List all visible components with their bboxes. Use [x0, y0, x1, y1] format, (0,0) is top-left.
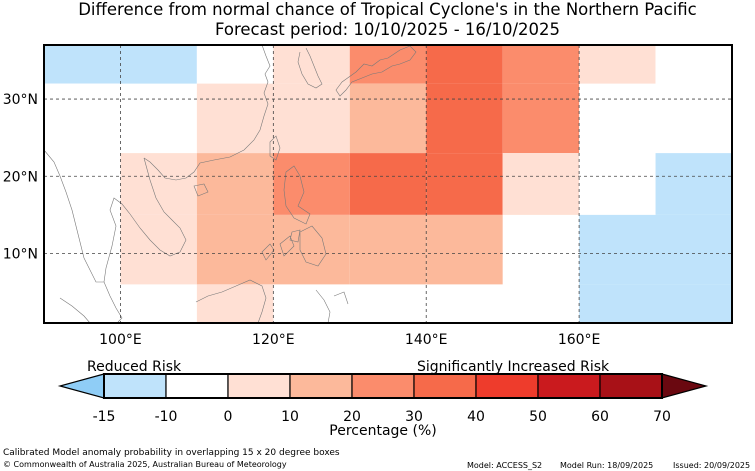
- footer-model: Model: ACCESS_S2: [467, 461, 543, 470]
- colorbar-segment: [599, 373, 663, 399]
- lat-tick-label: 20°N: [3, 169, 38, 185]
- coast-sulawesi: [315, 289, 349, 323]
- lon-tick-label: 100°E: [99, 332, 142, 348]
- anomaly-cell: [426, 214, 503, 285]
- colorbar-segment: [537, 373, 601, 399]
- anomaly-cell: [655, 83, 732, 154]
- colorbar-tick-label: 10: [281, 409, 299, 425]
- anomaly-cell: [273, 214, 350, 285]
- reduced-risk-label: Reduced Risk: [87, 359, 182, 375]
- coast-palawan: [261, 243, 275, 261]
- lat-tick-label: 30°N: [3, 92, 38, 108]
- anomaly-cell: [44, 83, 121, 154]
- lon-tick-label: 120°E: [252, 332, 295, 348]
- anomaly-cell: [273, 83, 350, 154]
- coast-mindanao: [299, 225, 327, 267]
- anomaly-cell: [579, 284, 732, 323]
- anomaly-cell: [120, 214, 197, 285]
- colorbar: -15 -10 0 10 20 30 40 50 60 70: [57, 373, 709, 425]
- anomaly-cell: [196, 45, 274, 84]
- coast-visayas: [279, 229, 301, 257]
- anomaly-cell: [349, 45, 427, 84]
- lon-tick-label: 160°E: [558, 332, 601, 348]
- anomaly-cell: [120, 153, 197, 215]
- increased-risk-label: Significantly Increased Risk: [417, 359, 610, 375]
- colorbar-segment: [351, 373, 415, 399]
- colorbar-segment: [165, 373, 229, 399]
- gridlines: [44, 45, 732, 323]
- anomaly-cell: [502, 45, 580, 84]
- footer-description: Calibrated Model anomaly probability in …: [3, 448, 340, 458]
- anomaly-cell: [502, 83, 580, 154]
- anomaly-cell: [426, 153, 503, 215]
- anomaly-cell: [349, 153, 427, 215]
- coast-borneo: [195, 279, 267, 323]
- colorbar-segment: [413, 373, 477, 399]
- map-frame: [43, 44, 733, 324]
- coast-korea: [297, 47, 323, 89]
- anomaly-cell: [196, 214, 274, 285]
- anomaly-cell: [426, 45, 503, 84]
- anomaly-cells: [44, 45, 732, 323]
- colorbar-axis-label: Percentage (%): [329, 423, 436, 439]
- lon-tick-label: 140°E: [405, 332, 448, 348]
- anomaly-cell: [579, 45, 656, 84]
- coastlines: [44, 45, 417, 323]
- colorbar-tick-label: 0: [224, 409, 233, 425]
- colorbar-tick-label: 70: [653, 409, 671, 425]
- lat-tick-label: 10°N: [3, 247, 38, 263]
- axis-tick-labels: 100°E 120°E 140°E 160°E 10°N 20°N 30°N: [3, 92, 601, 348]
- anomaly-cell: [655, 153, 732, 215]
- anomaly-cell: [196, 83, 274, 154]
- coast-sumatra: [59, 297, 91, 323]
- anomaly-cell: [579, 153, 656, 215]
- anomaly-cell: [273, 45, 350, 84]
- footer-model-run: Model Run: 18/09/2025: [560, 461, 654, 470]
- anomaly-cell: [349, 214, 427, 285]
- anomaly-cell: [502, 284, 580, 323]
- colorbar-segment: [227, 373, 291, 399]
- colorbar-tick-label: 60: [591, 409, 609, 425]
- colorbar-frame: [103, 373, 663, 399]
- colorbar-under-arrow: [57, 373, 105, 399]
- anomaly-cell: [349, 83, 427, 154]
- title-line-2: Forecast period: 10/10/2025 - 16/10/2025: [214, 20, 561, 39]
- anomaly-cell: [196, 284, 274, 323]
- colorbar-tick-label: 20: [343, 409, 361, 425]
- anomaly-cell: [426, 83, 503, 154]
- coast-japan: [335, 45, 417, 97]
- colorbar-over-arrow: [661, 373, 709, 399]
- coast-hainan: [193, 183, 209, 197]
- colorbar-tick-label: -10: [155, 409, 178, 425]
- coast-indochina: [103, 157, 187, 323]
- colorbar-tick-label: 50: [529, 409, 547, 425]
- colorbar-tick-label: 40: [467, 409, 485, 425]
- coast-taiwan: [269, 135, 281, 161]
- title-line-1: Difference from normal chance of Tropica…: [78, 0, 697, 19]
- coast-china-mainland: [143, 45, 271, 181]
- coast-luzon: [283, 165, 311, 225]
- anomaly-cell: [579, 214, 732, 285]
- anomaly-cell: [196, 153, 274, 215]
- colorbar-segment: [103, 373, 167, 399]
- colorbar-tick-label: 30: [405, 409, 423, 425]
- anomaly-cell: [502, 153, 580, 215]
- footer-issued: Issued: 20/09/2025: [673, 461, 751, 470]
- coast-myanmar: [44, 149, 104, 283]
- colorbar-segment: [475, 373, 539, 399]
- colorbar-segment: [289, 373, 353, 399]
- colorbar-tick-label: -15: [93, 409, 116, 425]
- footer-copyright: © Commonwealth of Australia 2025, Austra…: [3, 460, 287, 469]
- anomaly-cell: [655, 45, 732, 84]
